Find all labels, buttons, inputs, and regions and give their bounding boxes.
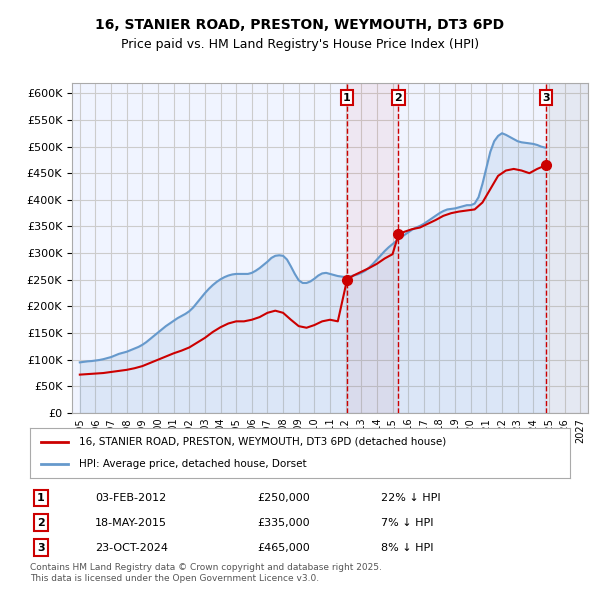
Text: 22% ↓ HPI: 22% ↓ HPI — [381, 493, 440, 503]
Text: Price paid vs. HM Land Registry's House Price Index (HPI): Price paid vs. HM Land Registry's House … — [121, 38, 479, 51]
Bar — [347, 83, 398, 413]
Text: 3: 3 — [37, 543, 44, 552]
Text: £250,000: £250,000 — [257, 493, 310, 503]
Text: 1: 1 — [37, 493, 44, 503]
Text: 7% ↓ HPI: 7% ↓ HPI — [381, 518, 433, 527]
Text: £465,000: £465,000 — [257, 543, 310, 552]
Text: 8% ↓ HPI: 8% ↓ HPI — [381, 543, 433, 552]
Text: HPI: Average price, detached house, Dorset: HPI: Average price, detached house, Dors… — [79, 459, 306, 469]
Text: Contains HM Land Registry data © Crown copyright and database right 2025.
This d: Contains HM Land Registry data © Crown c… — [30, 563, 382, 583]
Bar — [546, 83, 588, 413]
Text: 16, STANIER ROAD, PRESTON, WEYMOUTH, DT3 6PD (detached house): 16, STANIER ROAD, PRESTON, WEYMOUTH, DT3… — [79, 437, 446, 447]
Text: 2: 2 — [37, 518, 44, 527]
Text: 3: 3 — [542, 93, 550, 103]
Text: 03-FEB-2012: 03-FEB-2012 — [95, 493, 166, 503]
Text: 23-OCT-2024: 23-OCT-2024 — [95, 543, 168, 552]
Text: 1: 1 — [343, 93, 351, 103]
Text: 16, STANIER ROAD, PRESTON, WEYMOUTH, DT3 6PD: 16, STANIER ROAD, PRESTON, WEYMOUTH, DT3… — [95, 18, 505, 32]
Text: 2: 2 — [395, 93, 403, 103]
Text: 18-MAY-2015: 18-MAY-2015 — [95, 518, 167, 527]
Text: £335,000: £335,000 — [257, 518, 310, 527]
